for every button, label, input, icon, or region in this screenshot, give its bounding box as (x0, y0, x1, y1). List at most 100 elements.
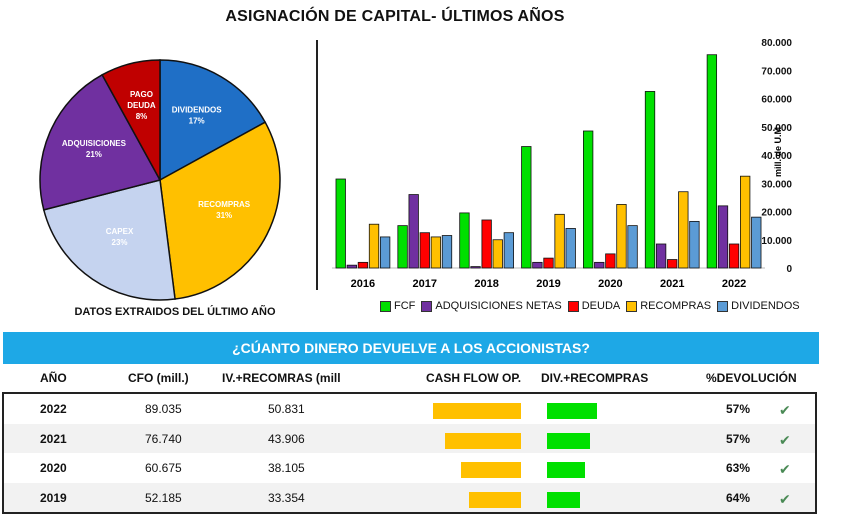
cell-cfo: 76.740 (145, 431, 182, 446)
cell-div-recompras: 33.354 (268, 490, 305, 505)
pie-value-adquisiciones: 21% (86, 150, 102, 159)
pie-label-pago-deuda: DEUDA (127, 101, 156, 110)
bar-recompras-2022 (740, 175, 751, 269)
cell-div-recompras: 43.906 (268, 431, 305, 446)
bar-adquisiciones-netas-2016 (346, 264, 357, 269)
y-tick-label: 20.000 (761, 208, 792, 219)
cell-pct-devolucion: 57% (726, 431, 751, 446)
bar-adquisiciones-netas-2021 (655, 243, 667, 269)
legend-label: ADQUISICIONES NETAS (435, 300, 562, 312)
bar-adquisiciones-netas-2020 (594, 261, 605, 269)
bar-fcf-2020 (583, 130, 594, 269)
pie-value-capex: 23% (112, 238, 128, 247)
table-row: 2021 76.740 43.906 57% ✔ (4, 423, 815, 453)
legend-swatch (717, 300, 729, 312)
bar-fcf-2018 (459, 212, 470, 269)
cell-year: 2019 (40, 490, 67, 505)
cell-cfo: 52.185 (145, 490, 182, 505)
div-recompras-bar (547, 432, 591, 449)
cell-pct-devolucion: 57% (726, 402, 751, 416)
legend-item-adquisiciones-netas: ADQUISICIONES NETAS (421, 300, 562, 312)
pie-slice-recompras (159, 121, 281, 300)
cell-pct-devolucion: 63% (726, 461, 751, 475)
y-tick-label: 70.000 (761, 66, 792, 77)
pie-label-adquisiciones: ADQUISICIONES (62, 139, 127, 148)
bar-dividendos-2022 (751, 216, 762, 269)
pie-label-recompras: RECOMPRAS (198, 200, 251, 209)
legend-label: DEUDA (581, 300, 621, 312)
table-row: 2022 89.035 50.831 57% ✔ (4, 394, 815, 423)
bar-deuda-2017 (419, 232, 430, 269)
column-header: AÑO (40, 371, 67, 385)
bar-deuda-2020 (605, 253, 616, 269)
bar-deuda-2018 (481, 219, 492, 269)
cell-cfo: 60.675 (145, 461, 182, 475)
pie-caption: DATOS EXTRAIDOS DEL ÚLTIMO AÑO (74, 306, 276, 318)
bar-deuda-2021 (667, 259, 678, 269)
x-tick-label: 2019 (536, 278, 560, 290)
pie-slice-adquisiciones (39, 73, 162, 211)
bar-adquisiciones-netas-2017 (408, 194, 419, 269)
bar-legend: FCF ADQUISICIONES NETAS DEUDA RECOMPRAS DIVI… (380, 300, 806, 312)
bar-deuda-2019 (543, 257, 554, 269)
legend-swatch (380, 300, 391, 312)
column-header: CFO (mill.) (128, 371, 189, 385)
column-header: %DEVOLUCIÓN (706, 371, 797, 385)
pie-chart: DIVIDENDOS 17% RECOMPRAS 31% CAPEX 23% ADQUISI… (39, 59, 281, 301)
bar-dividendos-2020 (627, 225, 638, 269)
column-header: DIV.+RECOMPRAS (541, 371, 649, 385)
y-tick-label: 60.000 (761, 95, 792, 106)
legend-item-fcf: FCF (380, 300, 415, 312)
bar-recompras-2020 (616, 204, 627, 269)
y-tick-label: 50.000 (761, 123, 792, 134)
cell-year: 2022 (40, 402, 67, 416)
legend-label: DIVIDENDOS (731, 300, 800, 312)
pie-value-pago-deuda: 8% (136, 112, 148, 121)
returns-table: 2022 89.035 50.831 57% ✔ 2021 76.740 43.906 57% ✔… (2, 392, 817, 514)
bar-fcf-2016 (335, 178, 346, 269)
pie-slice-capex (42, 179, 176, 301)
pie-label-capex: CAPEX (106, 227, 134, 236)
bar-fcf-2022 (706, 54, 718, 269)
bar-fcf-2021 (644, 91, 656, 269)
cash-flow-bar (469, 491, 521, 508)
y-tick-label: 40.000 (761, 151, 792, 162)
y-axis-label: mill. de U.M (773, 127, 783, 177)
cell-year: 2020 (40, 461, 67, 475)
y-tick-label: 30.000 (761, 179, 792, 190)
bar-dividendos-2019 (565, 228, 576, 269)
div-recompras-bar (547, 491, 580, 508)
bar-dividendos-2018 (503, 232, 514, 269)
legend-item-recompras: RECOMPRAS (626, 300, 711, 312)
legend-item-dividendos: DIVIDENDOS (717, 300, 800, 312)
legend-item-deuda: DEUDA (567, 300, 621, 312)
y-tick-label: 0 (786, 264, 792, 275)
cell-div-recompras: 50.831 (268, 402, 305, 416)
bar-recompras-2016 (368, 223, 380, 269)
div-recompras-bar (547, 462, 585, 478)
legend-swatch (626, 300, 638, 312)
column-header: IV.+RECOMRAS (mill (222, 371, 341, 385)
y-tick-label: 10.000 (761, 236, 792, 247)
pie-slice-pago-deuda (101, 59, 161, 181)
bar-fcf-2019 (521, 146, 532, 269)
cash-flow-bar (461, 462, 521, 478)
legend-label: FCF (394, 300, 416, 312)
x-tick-label: 2020 (598, 278, 622, 290)
pie-value-recompras: 31% (216, 211, 232, 220)
bar-deuda-2022 (728, 243, 740, 269)
bar-fcf-2017 (397, 225, 408, 269)
bar-recompras-2021 (678, 191, 689, 269)
chart-title: ASIGNACIÓN DE CAPITAL- ÚLTIMOS AÑOS (225, 8, 565, 25)
bar-deuda-2016 (357, 261, 369, 269)
legend-swatch (567, 300, 579, 312)
table-header: AÑO CFO (mill.) IV.+RECOMRAS (mill CASH FLO… (0, 371, 840, 389)
bar-dividendos-2017 (441, 235, 453, 269)
check-icon: ✔ (779, 402, 791, 418)
legend-swatch (421, 300, 433, 312)
table-row: 2020 60.675 38.105 63% ✔ (4, 453, 815, 482)
x-tick-label: 2021 (660, 278, 684, 290)
cell-div-recompras: 38.105 (268, 461, 305, 475)
bar-chart: 0 10.000 20.000 30.000 40.000 50.000 60.000 70.… (332, 38, 792, 290)
cell-pct-devolucion: 64% (726, 490, 751, 505)
